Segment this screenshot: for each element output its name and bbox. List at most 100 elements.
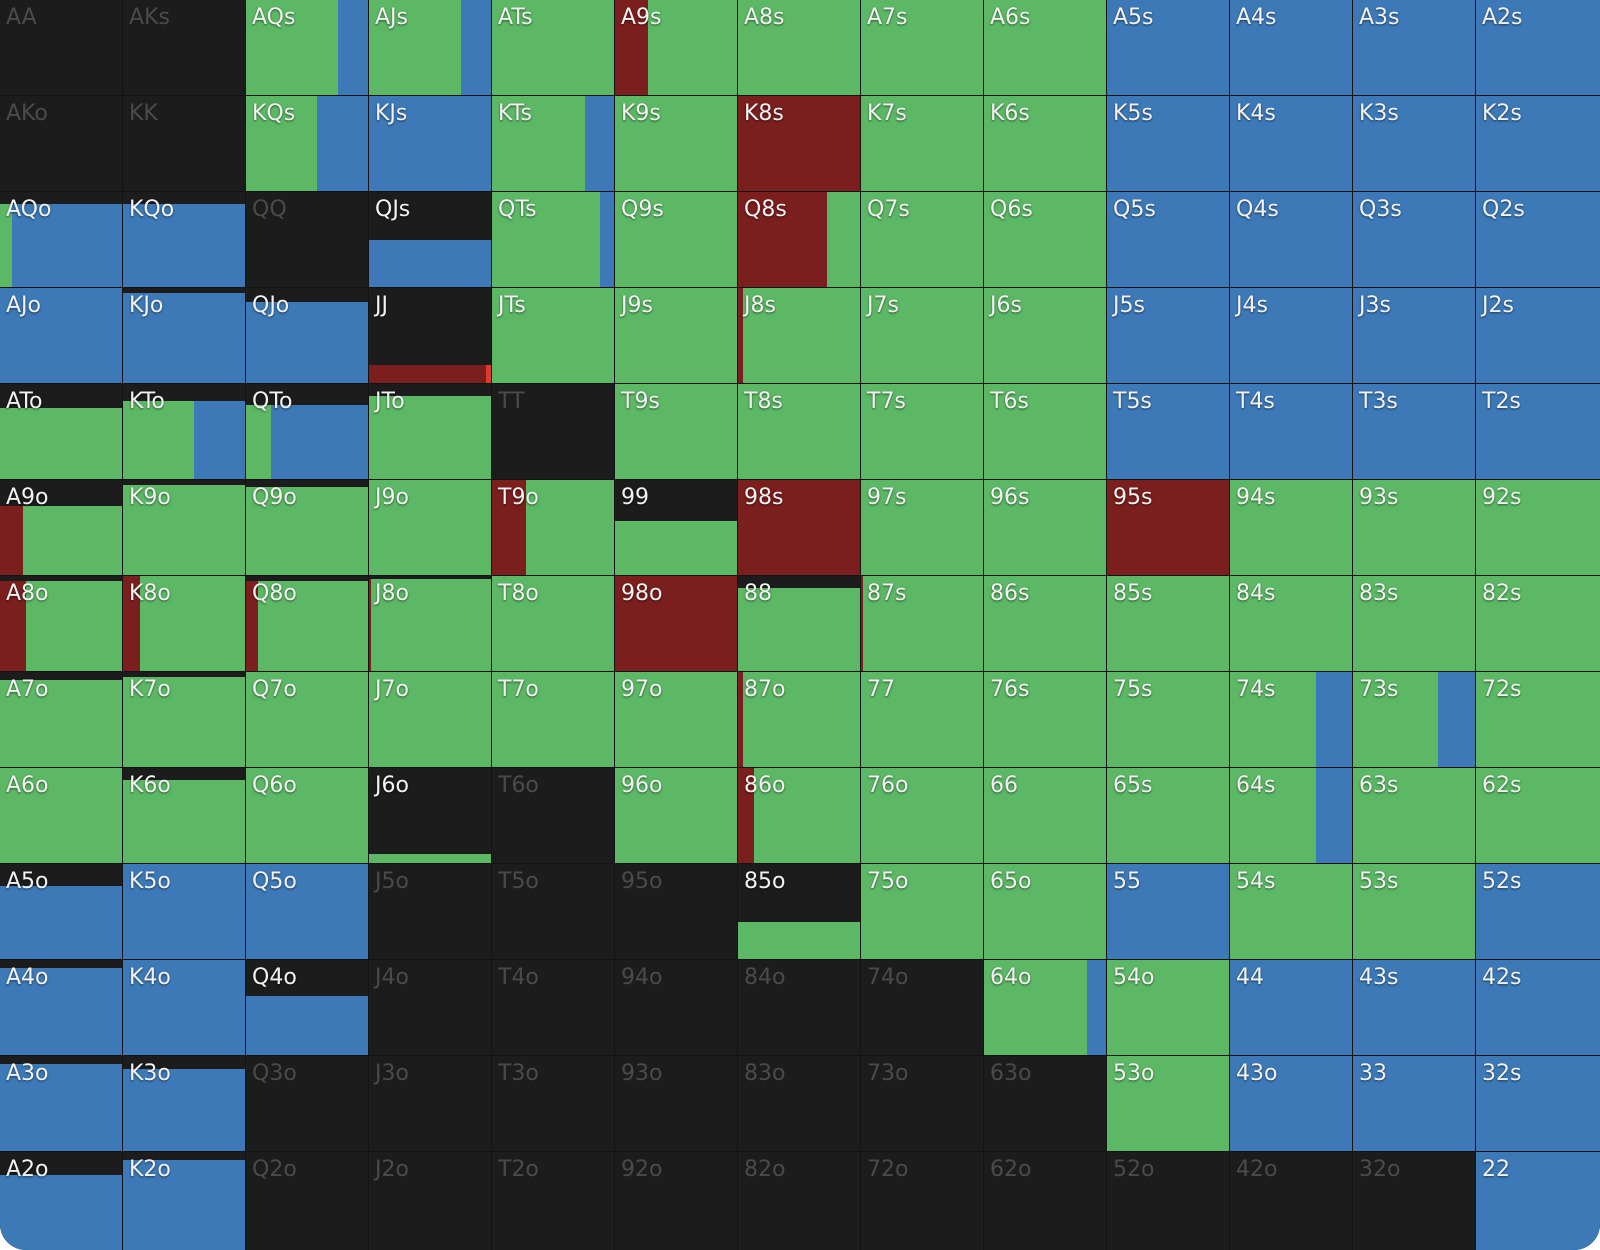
range-cell[interactable]: A6o <box>0 767 124 865</box>
range-cell[interactable]: 42o <box>1229 1151 1354 1250</box>
range-cell[interactable]: AJs <box>368 0 493 97</box>
range-cell[interactable]: Q7s <box>860 191 985 289</box>
range-cell[interactable]: A6s <box>983 0 1108 97</box>
range-cell[interactable]: Q8s <box>737 191 862 289</box>
range-cell[interactable]: 72o <box>860 1151 985 1250</box>
range-cell[interactable]: 92s <box>1475 479 1600 577</box>
range-cell[interactable]: T4s <box>1229 383 1354 481</box>
range-cell[interactable]: T6s <box>983 383 1108 481</box>
range-cell[interactable]: 95s <box>1106 479 1231 577</box>
range-cell[interactable]: Q3s <box>1352 191 1477 289</box>
range-cell[interactable]: J9o <box>368 479 493 577</box>
range-cell[interactable]: J7s <box>860 287 985 385</box>
range-cell[interactable]: QTo <box>245 383 370 481</box>
range-cell[interactable]: T8s <box>737 383 862 481</box>
range-cell[interactable]: QQ <box>245 191 370 289</box>
range-cell[interactable]: Q2o <box>245 1151 370 1250</box>
range-cell[interactable]: K7s <box>860 95 985 193</box>
range-cell[interactable]: T3s <box>1352 383 1477 481</box>
range-cell[interactable]: A4o <box>0 959 124 1057</box>
range-cell[interactable]: K2s <box>1475 95 1600 193</box>
range-cell[interactable]: 85o <box>737 863 862 961</box>
range-cell[interactable]: 97s <box>860 479 985 577</box>
range-cell[interactable]: KK <box>122 95 247 193</box>
range-cell[interactable]: A7o <box>0 671 124 769</box>
range-cell[interactable]: 62o <box>983 1151 1108 1250</box>
range-cell[interactable]: JJ <box>368 287 493 385</box>
range-cell[interactable]: AKo <box>0 95 124 193</box>
range-cell[interactable]: Q5s <box>1106 191 1231 289</box>
range-cell[interactable]: ATo <box>0 383 124 481</box>
range-cell[interactable]: JTo <box>368 383 493 481</box>
range-cell[interactable]: 83o <box>737 1055 862 1153</box>
range-cell[interactable]: K9o <box>122 479 247 577</box>
range-cell[interactable]: K7o <box>122 671 247 769</box>
range-cell[interactable]: 55 <box>1106 863 1231 961</box>
range-cell[interactable]: K4o <box>122 959 247 1057</box>
range-cell[interactable]: 62s <box>1475 767 1600 865</box>
range-cell[interactable]: T5o <box>491 863 616 961</box>
range-cell[interactable]: T4o <box>491 959 616 1057</box>
range-cell[interactable]: 33 <box>1352 1055 1477 1153</box>
range-cell[interactable]: 83s <box>1352 575 1477 673</box>
range-cell[interactable]: 76o <box>860 767 985 865</box>
range-cell[interactable]: 87s <box>860 575 985 673</box>
range-cell[interactable]: Q3o <box>245 1055 370 1153</box>
range-cell[interactable]: 72s <box>1475 671 1600 769</box>
range-cell[interactable]: K2o <box>122 1151 247 1250</box>
range-cell[interactable]: 64s <box>1229 767 1354 865</box>
range-cell[interactable]: J2o <box>368 1151 493 1250</box>
range-cell[interactable]: 84o <box>737 959 862 1057</box>
range-cell[interactable]: 63s <box>1352 767 1477 865</box>
range-cell[interactable]: 86o <box>737 767 862 865</box>
range-cell[interactable]: 52o <box>1106 1151 1231 1250</box>
range-cell[interactable]: J8s <box>737 287 862 385</box>
range-cell[interactable]: 32s <box>1475 1055 1600 1153</box>
range-cell[interactable]: K8s <box>737 95 862 193</box>
range-cell[interactable]: 96s <box>983 479 1108 577</box>
range-cell[interactable]: 32o <box>1352 1151 1477 1250</box>
range-cell[interactable]: Q5o <box>245 863 370 961</box>
range-cell[interactable]: 97o <box>614 671 739 769</box>
range-cell[interactable]: T7s <box>860 383 985 481</box>
range-cell[interactable]: Q4s <box>1229 191 1354 289</box>
range-cell[interactable]: QJs <box>368 191 493 289</box>
range-cell[interactable]: T2s <box>1475 383 1600 481</box>
range-cell[interactable]: A2s <box>1475 0 1600 97</box>
range-cell[interactable]: 87o <box>737 671 862 769</box>
range-cell[interactable]: J4s <box>1229 287 1354 385</box>
range-cell[interactable]: A3o <box>0 1055 124 1153</box>
range-cell[interactable]: T3o <box>491 1055 616 1153</box>
range-cell[interactable]: J5o <box>368 863 493 961</box>
range-cell[interactable]: Q8o <box>245 575 370 673</box>
range-cell[interactable]: 75s <box>1106 671 1231 769</box>
range-cell[interactable]: 93s <box>1352 479 1477 577</box>
range-cell[interactable]: A9o <box>0 479 124 577</box>
range-cell[interactable]: K5o <box>122 863 247 961</box>
range-cell[interactable]: 76s <box>983 671 1108 769</box>
range-cell[interactable]: 53s <box>1352 863 1477 961</box>
range-cell[interactable]: AA <box>0 0 124 97</box>
range-cell[interactable]: A8o <box>0 575 124 673</box>
range-cell[interactable]: Q6s <box>983 191 1108 289</box>
range-cell[interactable]: 44 <box>1229 959 1354 1057</box>
range-cell[interactable]: 95o <box>614 863 739 961</box>
range-cell[interactable]: A5s <box>1106 0 1231 97</box>
range-cell[interactable]: J2s <box>1475 287 1600 385</box>
range-cell[interactable]: T8o <box>491 575 616 673</box>
range-cell[interactable]: ATs <box>491 0 616 97</box>
range-cell[interactable]: 42s <box>1475 959 1600 1057</box>
range-cell[interactable]: 43o <box>1229 1055 1354 1153</box>
range-cell[interactable]: 64o <box>983 959 1108 1057</box>
range-cell[interactable]: K9s <box>614 95 739 193</box>
range-cell[interactable]: 82s <box>1475 575 1600 673</box>
range-cell[interactable]: 73s <box>1352 671 1477 769</box>
range-cell[interactable]: Q4o <box>245 959 370 1057</box>
range-cell[interactable]: J3s <box>1352 287 1477 385</box>
range-cell[interactable]: K6o <box>122 767 247 865</box>
range-cell[interactable]: 85s <box>1106 575 1231 673</box>
range-cell[interactable]: J6o <box>368 767 493 865</box>
range-cell[interactable]: 66 <box>983 767 1108 865</box>
range-cell[interactable]: 73o <box>860 1055 985 1153</box>
range-cell[interactable]: 93o <box>614 1055 739 1153</box>
